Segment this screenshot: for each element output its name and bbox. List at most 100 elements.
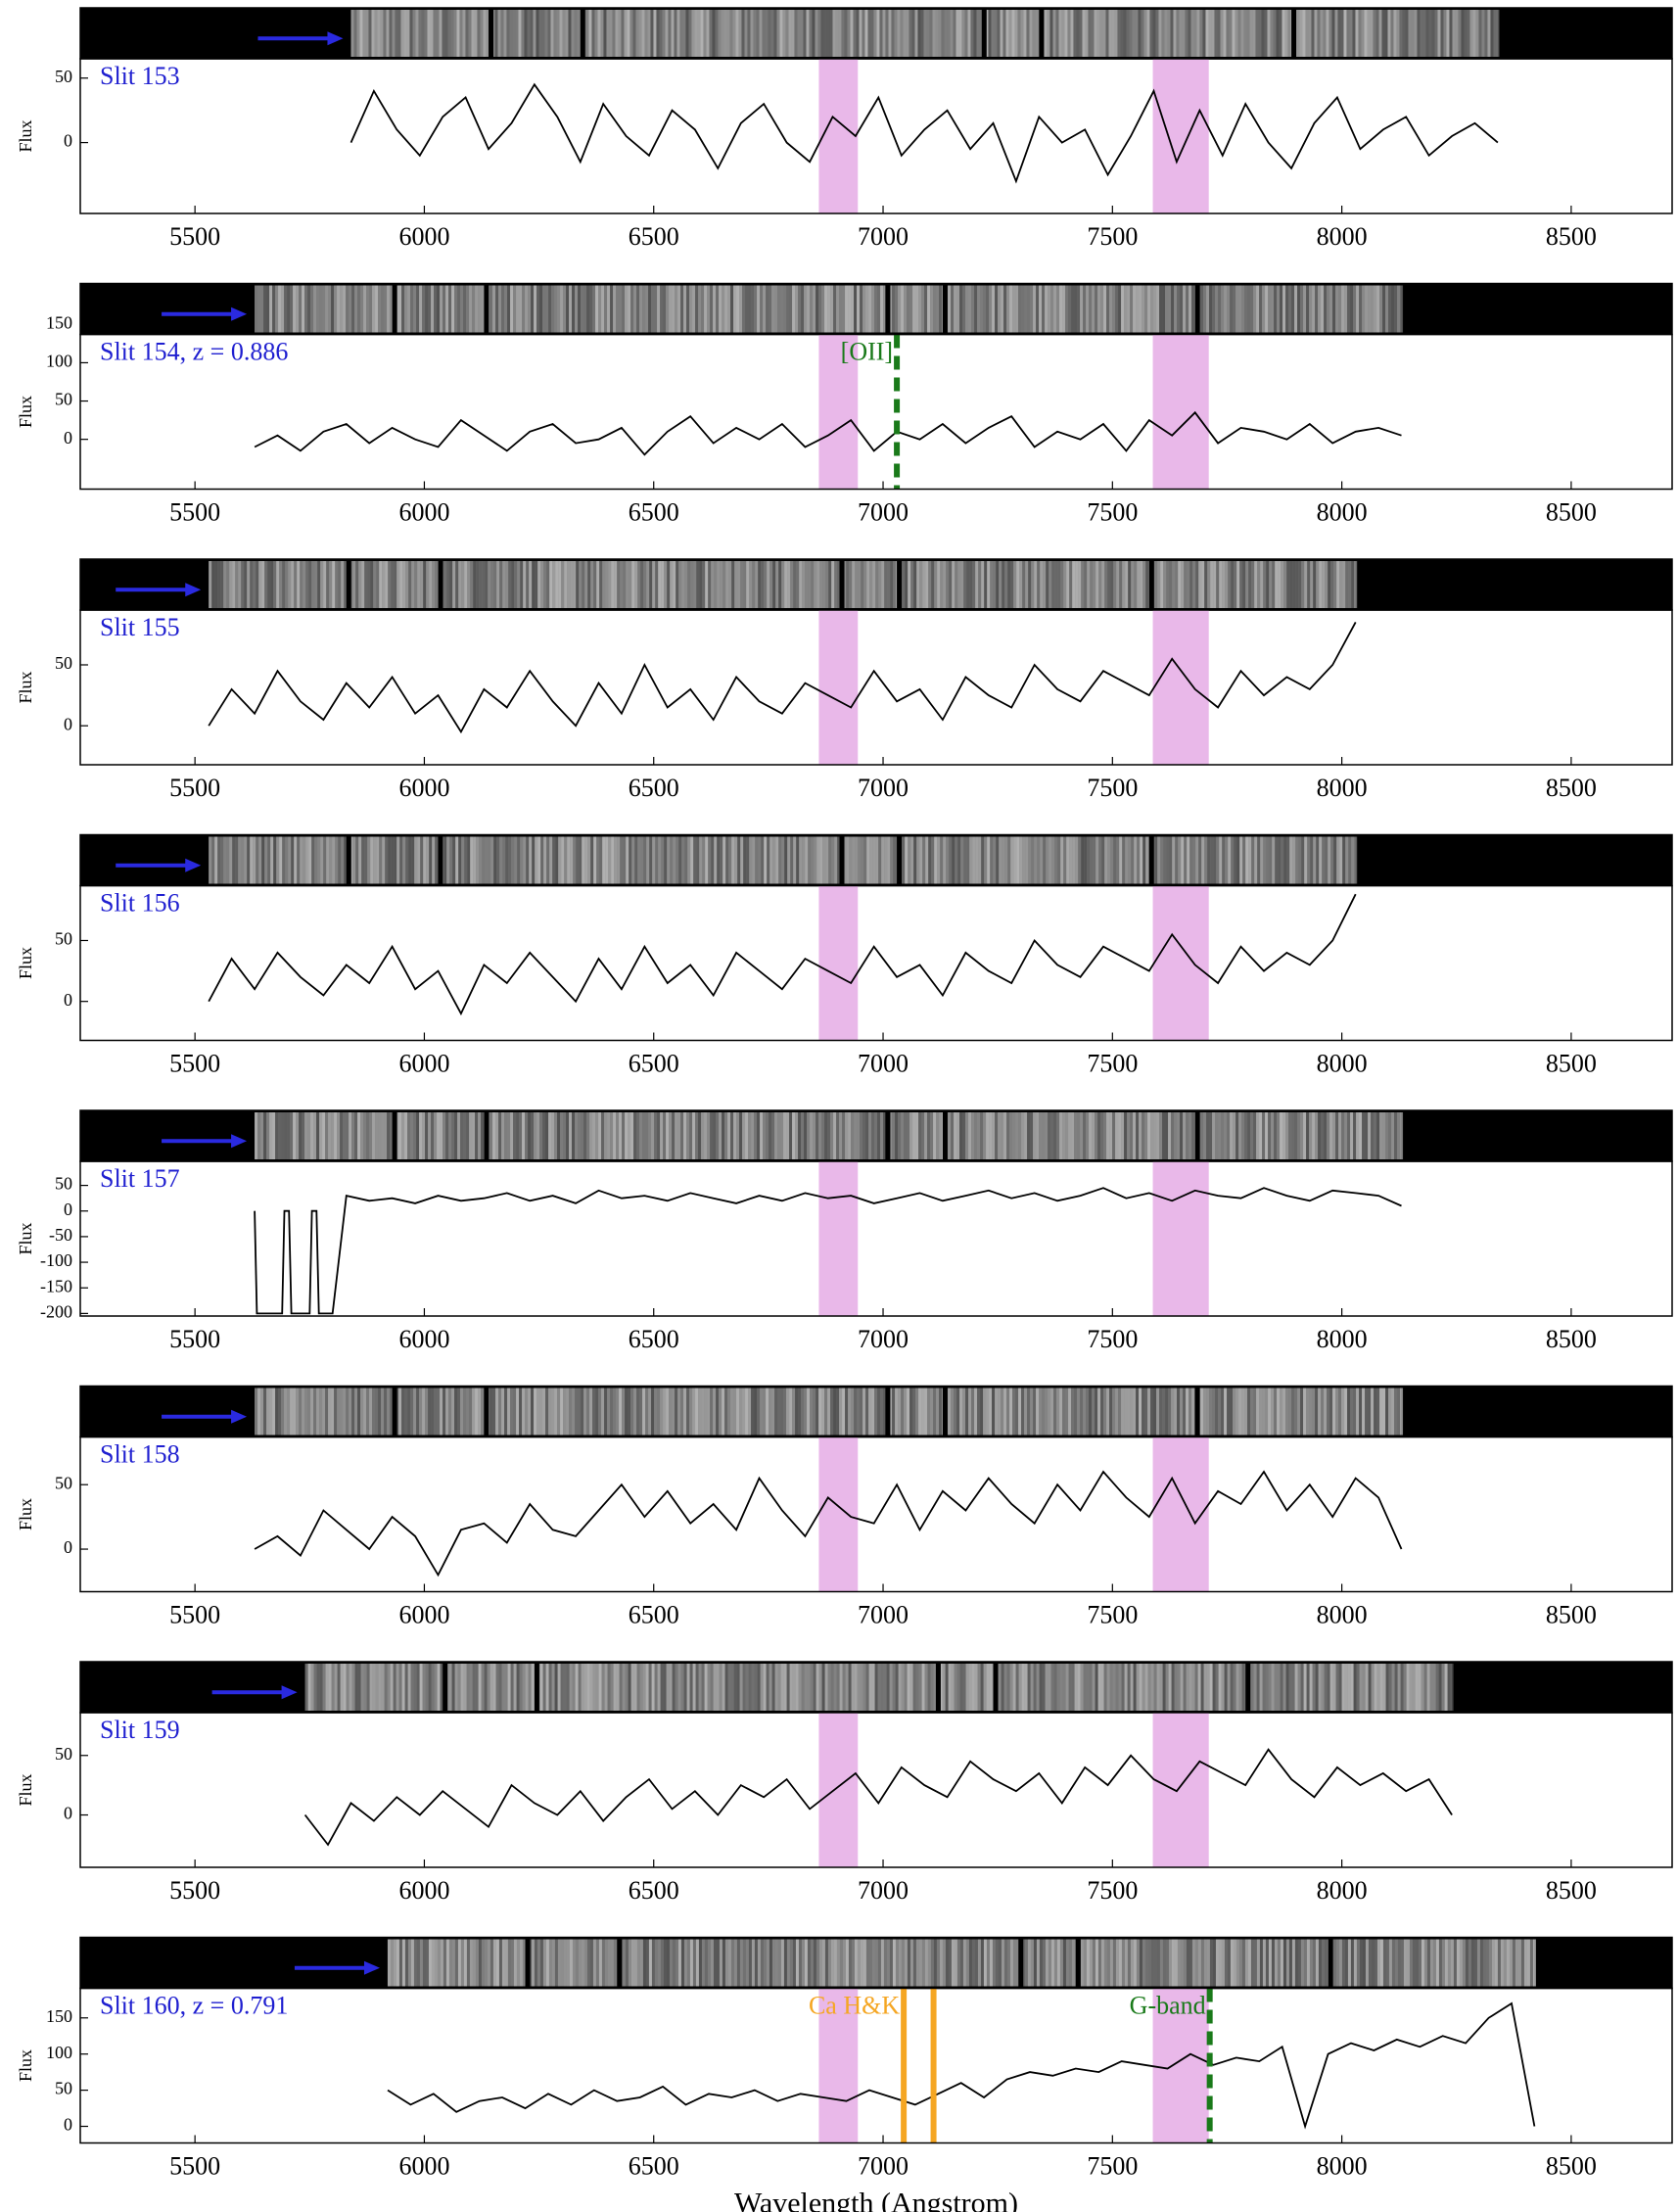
strip-noise: [401, 1388, 405, 1435]
strip-noise: [1087, 836, 1091, 884]
strip-noise: [463, 1388, 467, 1435]
strip-noise: [757, 1939, 761, 1987]
strip-noise: [1359, 1664, 1363, 1711]
strip-noise: [1183, 1664, 1187, 1711]
strip-noise: [1118, 1112, 1122, 1159]
strip-noise: [381, 1664, 385, 1711]
strip-noise: [983, 1112, 987, 1159]
strip-noise: [608, 836, 612, 884]
strip-noise: [502, 561, 506, 608]
strip-noise: [810, 1388, 814, 1435]
strip-noise: [346, 1388, 350, 1435]
strip-noise: [1259, 1388, 1263, 1435]
y-tick-label: 0: [64, 1537, 72, 1557]
strip-noise: [875, 836, 879, 884]
strip-noise: [519, 1939, 523, 1987]
strip-noise: [1359, 1112, 1363, 1159]
strip-noise: [358, 836, 362, 884]
strip-noise: [398, 1112, 402, 1159]
strip-noise: [584, 836, 588, 884]
strip-noise: [989, 1112, 993, 1159]
strip-noise: [1159, 1664, 1163, 1711]
strip-noise: [698, 1664, 702, 1711]
strip-noise: [1203, 285, 1207, 333]
strip-noise: [581, 1664, 584, 1711]
strip-noise: [636, 1664, 640, 1711]
strip-noise: [1180, 1388, 1184, 1435]
strip-noise: [777, 1939, 781, 1987]
strip-noise: [1048, 1112, 1051, 1159]
strip-noise: [1004, 836, 1008, 884]
strip-noise: [957, 836, 961, 884]
strip-noise: [578, 1112, 582, 1159]
y-tick-label: 150: [46, 312, 72, 332]
strip-noise: [404, 1664, 408, 1711]
strip-noise: [1009, 1664, 1013, 1711]
strip-noise: [496, 561, 500, 608]
strip-noise: [1371, 1939, 1375, 1987]
strip-noise: [250, 561, 254, 608]
strip-noise: [1425, 10, 1429, 57]
strip-noise: [827, 1388, 831, 1435]
strip-noise: [485, 561, 489, 608]
strip-noise: [1003, 1388, 1007, 1435]
strip-noise: [581, 1112, 584, 1159]
strip-noise: [1356, 1939, 1360, 1987]
strip-noise: [1027, 1388, 1031, 1435]
strip-noise: [692, 1112, 696, 1159]
strip-noise: [1374, 1664, 1377, 1711]
strip-noise: [493, 836, 497, 884]
strip-noise: [566, 1388, 570, 1435]
strip-noise: [510, 285, 514, 333]
strip-noise: [629, 10, 633, 57]
strip-noise: [663, 1664, 667, 1711]
strip-noise: [657, 1664, 661, 1711]
x-tick-label: 6500: [629, 1876, 679, 1905]
strip-noise: [834, 561, 838, 608]
strip-noise: [816, 1664, 819, 1711]
strip-noise: [1409, 1664, 1413, 1711]
strip-noise: [1306, 1388, 1310, 1435]
strip-noise: [1222, 561, 1226, 608]
strip-noise: [1311, 10, 1315, 57]
strip-noise: [832, 10, 836, 57]
strip-noise: [673, 836, 676, 884]
strip-noise: [255, 1388, 258, 1435]
strip-noise: [779, 10, 783, 57]
strip-noise: [1147, 1112, 1151, 1159]
strip-noise: [728, 561, 732, 608]
strip-noise: [1400, 1388, 1404, 1435]
strip-noise: [1288, 1939, 1292, 1987]
strip-noise: [1256, 1112, 1260, 1159]
strip-noise: [1391, 1388, 1395, 1435]
strip-noise: [1325, 836, 1328, 884]
strip-noise: [924, 1664, 928, 1711]
strip-noise: [1517, 1939, 1521, 1987]
strip-noise: [308, 836, 312, 884]
strip-noise: [1055, 10, 1059, 57]
strip-noise: [1097, 1112, 1101, 1159]
strip-noise: [1031, 561, 1035, 608]
strip-noise: [452, 561, 456, 608]
strip-noise: [1074, 1112, 1078, 1159]
strip-noise: [708, 836, 712, 884]
strip-noise: [531, 1939, 535, 1987]
strip-noise: [1376, 1939, 1380, 1987]
strip-noise: [440, 1388, 443, 1435]
strip-noise: [868, 1112, 872, 1159]
strip-noise: [1071, 1388, 1075, 1435]
strip-noise: [440, 285, 443, 333]
strip-noise: [408, 561, 412, 608]
y-tick-label: 0: [64, 1200, 72, 1219]
strip-noise: [813, 1388, 816, 1435]
y-tick-label: 50: [55, 1174, 72, 1194]
strip-noise: [415, 10, 419, 57]
x-tick-label: 6500: [629, 1325, 679, 1353]
strip-noise: [628, 285, 631, 333]
strip-noise: [680, 285, 684, 333]
strip-noise: [604, 1939, 608, 1987]
strip-noise: [1106, 1664, 1110, 1711]
strip-noise: [525, 1664, 529, 1711]
shaded-band: [818, 1161, 859, 1316]
strip-noise: [293, 1388, 297, 1435]
